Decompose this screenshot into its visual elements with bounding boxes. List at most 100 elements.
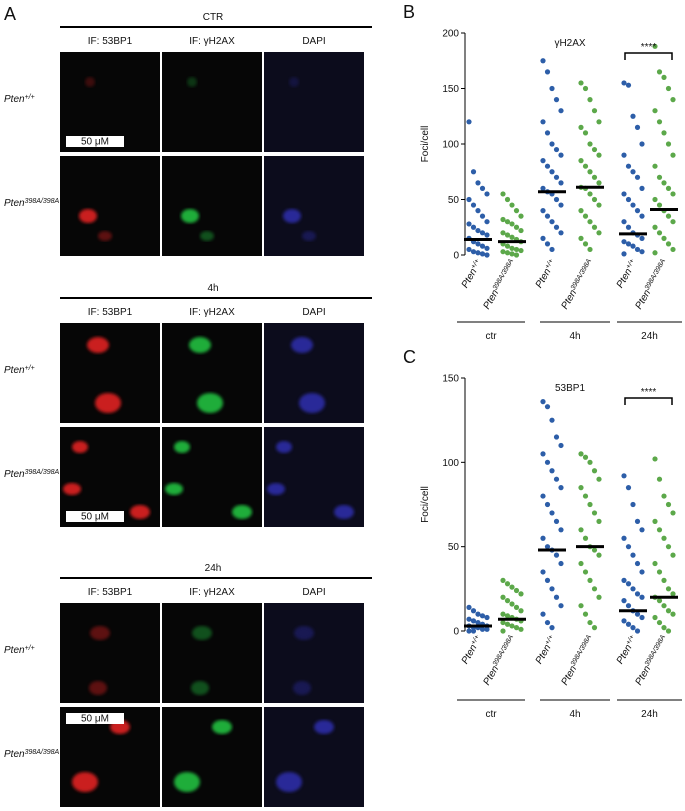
- data-point: [544, 577, 551, 584]
- data-point: [466, 196, 472, 203]
- data-point: [621, 239, 627, 245]
- data-point: [591, 625, 598, 631]
- nucleus: [87, 337, 109, 353]
- data-point: [484, 219, 490, 225]
- data-point: [479, 230, 486, 236]
- nucleus: [197, 393, 223, 413]
- data-point: [558, 485, 564, 491]
- data-point: [665, 544, 672, 550]
- data-point: [665, 501, 672, 508]
- column-label: IF: γH2AX: [189, 587, 235, 598]
- data-point: [582, 241, 589, 247]
- data-point: [587, 577, 593, 584]
- data-point: [475, 208, 481, 214]
- data-point: [625, 196, 632, 203]
- data-point: [670, 191, 676, 197]
- micrograph: [264, 52, 364, 152]
- data-point: [544, 404, 551, 410]
- data-point: [540, 235, 546, 241]
- nucleus: [267, 483, 285, 495]
- data-point: [553, 476, 560, 482]
- data-point: [500, 191, 506, 197]
- data-point: [582, 130, 589, 136]
- data-point: [656, 598, 663, 604]
- data-point: [509, 623, 515, 629]
- data-point: [509, 221, 515, 227]
- x-tick-label: Pten+/+: [459, 634, 484, 666]
- data-point: [587, 619, 593, 626]
- nucleus: [174, 441, 190, 453]
- data-point: [670, 510, 676, 516]
- column-label: DAPI: [302, 36, 325, 47]
- y-tick-label: 50: [448, 542, 460, 553]
- superscript: +/+: [625, 258, 636, 270]
- nucleus: [90, 626, 110, 640]
- nucleus: [314, 720, 334, 734]
- data-point: [479, 213, 486, 219]
- row-label: Pten398A/398A: [4, 749, 60, 761]
- data-point: [652, 614, 658, 621]
- gene: Pten: [534, 642, 554, 666]
- data-point: [639, 594, 645, 600]
- data-point: [544, 459, 551, 465]
- column-label: IF: 53BP1: [88, 587, 133, 598]
- data-point: [549, 586, 555, 592]
- data-point: [621, 473, 627, 479]
- micrograph: [60, 603, 160, 703]
- data-point: [518, 247, 524, 254]
- row-label: Pten398A/398A: [4, 469, 60, 481]
- micrograph: [162, 707, 262, 807]
- data-point: [544, 241, 551, 247]
- gene: Pten: [4, 645, 25, 656]
- condition-title: 4h: [207, 283, 218, 294]
- data-point: [582, 569, 589, 575]
- data-point: [553, 146, 560, 153]
- data-point: [582, 493, 589, 499]
- data-point: [634, 246, 641, 253]
- data-point: [553, 196, 560, 203]
- data-point: [549, 219, 555, 225]
- data-point: [540, 535, 546, 541]
- data-point: [596, 552, 602, 558]
- data-point: [656, 69, 663, 75]
- data-point: [665, 141, 672, 147]
- data-point: [558, 230, 564, 236]
- data-point: [466, 221, 472, 227]
- data-point: [504, 250, 511, 256]
- data-point: [518, 227, 524, 234]
- data-point: [544, 213, 551, 219]
- superscript: +/+: [25, 645, 35, 652]
- y-tick-label: 150: [442, 374, 459, 385]
- scale-bar-label: 50 μM: [81, 137, 109, 148]
- data-point: [509, 234, 515, 240]
- x-tick-label: Pten+/+: [533, 258, 558, 290]
- data-point: [553, 594, 560, 600]
- data-point: [630, 625, 636, 631]
- data-point: [475, 180, 481, 186]
- data-point: [596, 180, 602, 186]
- nucleus: [63, 483, 81, 495]
- data-point: [591, 224, 598, 230]
- data-point: [634, 174, 641, 180]
- nucleus: [89, 681, 107, 695]
- superscript: +/+: [544, 634, 555, 646]
- data-point: [504, 219, 511, 225]
- data-point: [652, 43, 658, 49]
- data-point: [500, 611, 506, 617]
- data-point: [596, 594, 602, 600]
- data-point: [587, 219, 593, 225]
- data-point: [578, 485, 584, 491]
- group-label: 24h: [641, 709, 658, 720]
- data-point: [504, 598, 511, 604]
- y-axis-label: Foci/cell: [420, 126, 431, 163]
- y-tick-label: 0: [453, 627, 459, 638]
- data-point: [558, 180, 564, 186]
- superscript: +/+: [25, 365, 35, 372]
- panel-label: C: [403, 347, 416, 367]
- nucleus: [187, 77, 197, 87]
- data-point: [466, 616, 472, 622]
- gene: Pten: [4, 94, 25, 105]
- data-point: [540, 208, 546, 214]
- data-point: [479, 613, 486, 619]
